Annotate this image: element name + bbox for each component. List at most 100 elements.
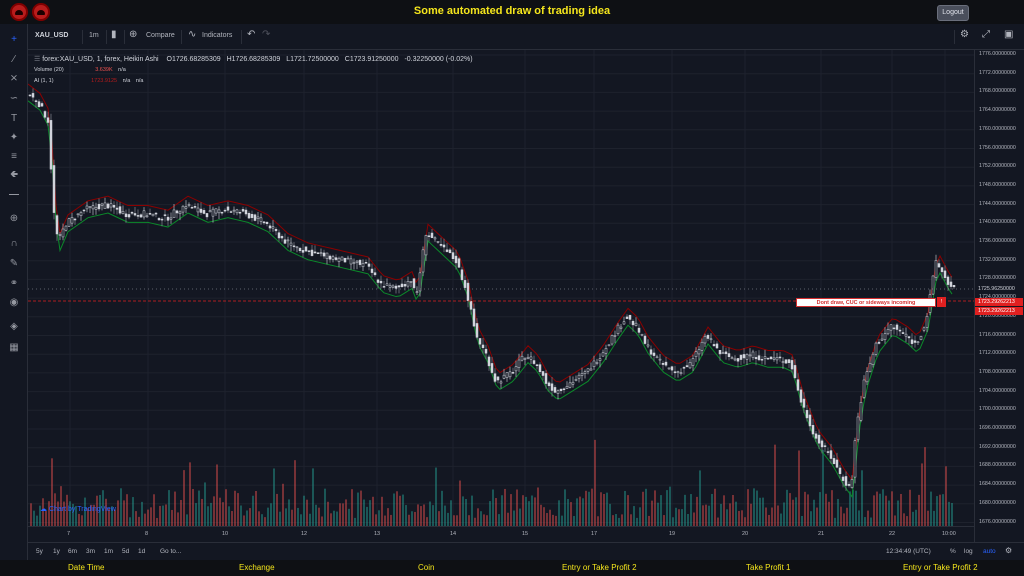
volume-bar: [207, 506, 209, 526]
candle-body: [460, 269, 464, 280]
legend-symbol[interactable]: forex:XAU_USD, 1, forex, Heikin Ashi: [42, 56, 159, 63]
volume-bar: [840, 506, 842, 526]
candle-body: [277, 232, 281, 239]
volume-bar: [783, 502, 785, 526]
chart-bottom-bar: 5y 1y 6m 3m 1m 5d 1d Go to... 12:34:49 (…: [28, 542, 1024, 560]
volume-bar: [708, 505, 710, 526]
range-button[interactable]: 1d: [138, 548, 146, 555]
price-axis[interactable]: 1776.00000000 1772.00000000 1768.00000000 1…: [974, 50, 1024, 542]
goto-date-button[interactable]: Go to...: [160, 548, 182, 555]
volume-bar: [432, 505, 434, 526]
volume-bar: [522, 495, 524, 526]
indicators-button[interactable]: Indicators: [202, 32, 233, 39]
candle-body: [592, 360, 596, 367]
trendline-icon[interactable]: ∕: [13, 54, 15, 65]
visibility-eye-icon[interactable]: ◉: [9, 297, 19, 308]
brush-icon[interactable]: ∽: [9, 93, 19, 104]
compare-button[interactable]: Compare: [146, 32, 175, 39]
candle-body: [241, 209, 245, 212]
tradingview-watermark[interactable]: ☁ Chart by TradingView: [40, 505, 116, 513]
volume-bar: [327, 501, 329, 526]
settings-gear-icon[interactable]: ⚙: [960, 29, 969, 40]
volume-bar: [885, 495, 887, 526]
chart-properties-gear-icon[interactable]: ⚙: [1005, 546, 1013, 555]
candle-body: [775, 357, 779, 361]
measure-ruler-icon[interactable]: ⎺: [9, 194, 19, 205]
candle-body: [493, 373, 497, 382]
volume-bar: [495, 498, 497, 526]
candle-body: [679, 372, 683, 374]
fib-tools-icon[interactable]: ⨯: [9, 73, 19, 84]
trash-icon[interactable]: ▦: [9, 342, 19, 353]
volume-bar: [135, 511, 137, 526]
logout-button[interactable]: Logout: [937, 5, 969, 21]
chart-style-icon[interactable]: ▮: [111, 29, 117, 40]
range-button[interactable]: 3m: [86, 548, 96, 555]
volume-bar: [684, 494, 686, 526]
zoom-in-icon[interactable]: ⊕: [9, 213, 19, 224]
volume-bar: [339, 503, 341, 526]
indicators-icon[interactable]: ∿: [188, 29, 197, 40]
ai-study-label[interactable]: AI (1, 1): [34, 78, 54, 84]
candle-body: [832, 458, 836, 465]
auto-scale-toggle[interactable]: auto: [983, 548, 996, 555]
time-axis[interactable]: 7 8 10 12 13 14 15 17 19 20 21 22 10:00: [28, 526, 974, 542]
volume-study-label[interactable]: Volume (20): [34, 67, 64, 73]
crosshair-icon[interactable]: +: [11, 34, 17, 45]
legend-collapse-icon[interactable]: ☰: [34, 56, 41, 63]
volume-bar: [267, 507, 269, 526]
volume-bar: [375, 514, 377, 526]
snapshot-camera-icon[interactable]: ▣: [1004, 29, 1014, 40]
pattern-tool-icon[interactable]: ✦: [9, 132, 19, 143]
volume-bar: [639, 507, 641, 526]
log-scale-toggle[interactable]: log: [964, 548, 973, 555]
range-button[interactable]: 1m: [104, 548, 114, 555]
range-button[interactable]: 6m: [68, 548, 78, 555]
layers-icon[interactable]: ◈: [10, 321, 18, 332]
lock-icon[interactable]: ⚭: [9, 278, 19, 289]
volume-bar: [627, 495, 629, 526]
chart-pane[interactable]: [28, 50, 974, 542]
redo-icon[interactable]: ↷: [262, 29, 271, 40]
volume-bar: [846, 507, 848, 526]
candle-body: [898, 329, 902, 332]
volume-bar: [738, 510, 740, 526]
candle-body: [904, 333, 908, 337]
range-button[interactable]: 5d: [122, 548, 130, 555]
drawing-annotation-label[interactable]: Dont draw, CUC or sideways incoming: [796, 298, 936, 307]
percent-scale-toggle[interactable]: %: [950, 548, 956, 555]
volume-bar: [405, 505, 407, 526]
volume-bar: [288, 499, 290, 526]
volume-bar: [822, 449, 824, 526]
volume-bar: [324, 488, 326, 526]
candle-body: [385, 283, 389, 286]
utc-clock[interactable]: 12:34:49 (UTC): [886, 548, 931, 555]
undo-icon[interactable]: ↶: [247, 29, 256, 40]
text-tool-icon[interactable]: T: [10, 113, 18, 124]
stay-drawing-icon[interactable]: ✎: [9, 258, 19, 269]
candle-body: [724, 351, 728, 355]
volume-bar: [255, 490, 257, 526]
compare-icon[interactable]: ⊕: [129, 29, 138, 40]
range-button[interactable]: 5y: [36, 548, 43, 555]
volume-bar: [120, 488, 122, 526]
ai-upper-band-line: [28, 83, 953, 482]
interval-button[interactable]: 1m: [89, 32, 99, 39]
candle-body: [589, 368, 593, 371]
symbol-search[interactable]: XAU_USD: [35, 32, 69, 39]
prediction-tool-icon[interactable]: ≡: [11, 151, 17, 162]
volume-bar: [705, 504, 707, 526]
candle-body: [484, 348, 488, 354]
volume-bar: [66, 494, 68, 526]
range-button[interactable]: 1y: [53, 548, 60, 555]
volume-bar: [315, 504, 317, 526]
magnet-icon[interactable]: ∩: [10, 238, 18, 249]
back-arrow-icon[interactable]: 🢀: [9, 169, 19, 180]
volume-bar: [510, 494, 512, 526]
drawing-alert-marker[interactable]: !: [937, 297, 946, 307]
price-chart-canvas[interactable]: [28, 50, 974, 526]
candle-body: [499, 381, 503, 384]
fullscreen-icon[interactable]: ⤢: [982, 29, 990, 40]
volume-bar: [558, 500, 560, 526]
volume-bar: [489, 501, 491, 526]
